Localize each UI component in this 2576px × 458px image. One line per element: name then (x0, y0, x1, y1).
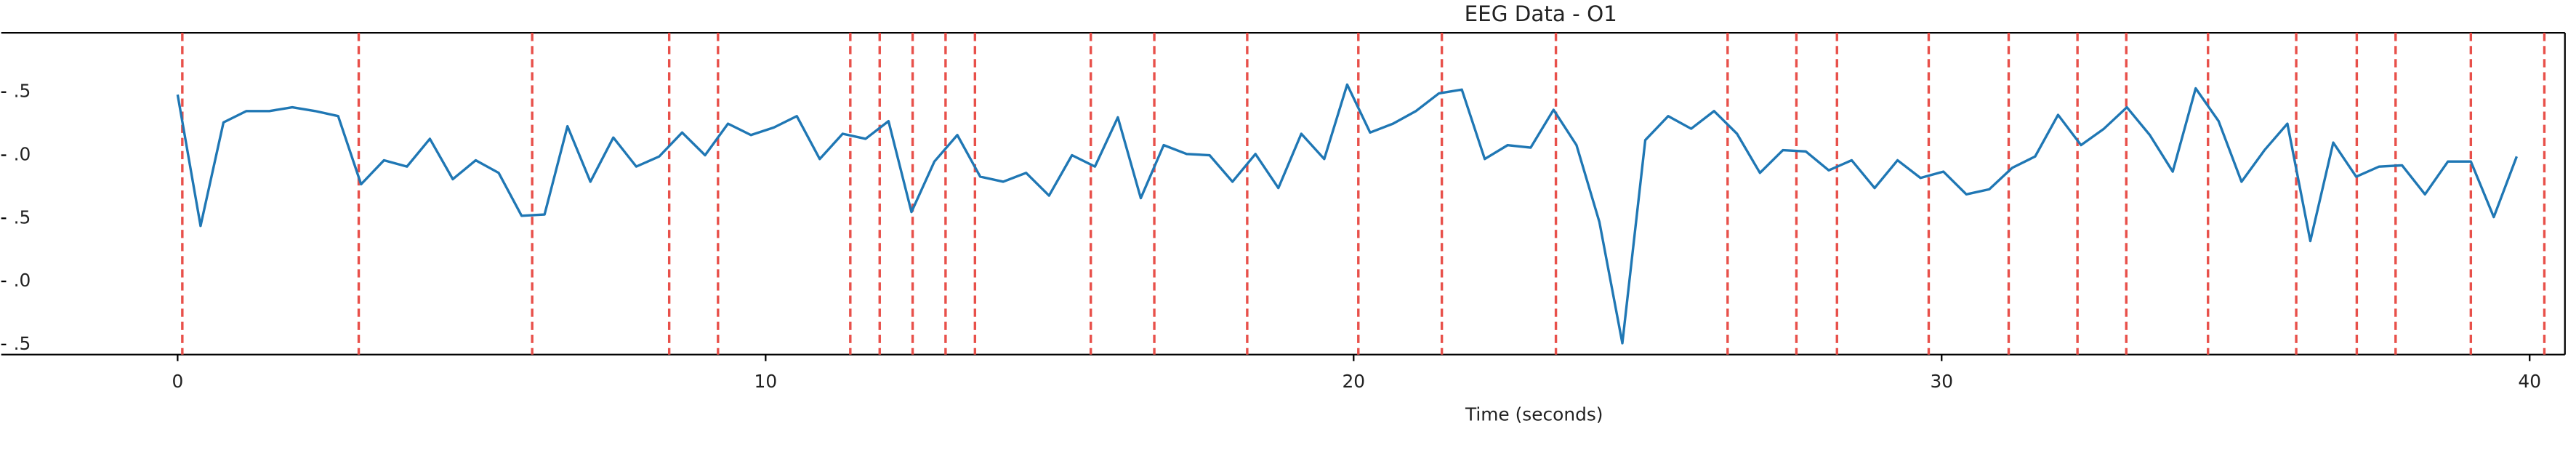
y-tick-label: .0 (14, 144, 31, 165)
y-tick-label: .5 (14, 333, 31, 354)
y-tick-label: .5 (14, 206, 31, 228)
x-tick-label: 10 (754, 371, 778, 392)
chart-title: EEG Data - O1 (1465, 1, 1617, 26)
x-tick-label: 0 (172, 371, 183, 392)
data-line (176, 83, 2519, 345)
x-tick-label: 20 (1343, 371, 1366, 392)
y-tick-label: .0 (14, 270, 31, 291)
y-tick-label: .5 (14, 81, 31, 102)
x-tick-label: 40 (2518, 371, 2541, 392)
x-axis-label: Time (seconds) (1465, 403, 1603, 425)
x-tick-label: 30 (1930, 371, 1953, 392)
